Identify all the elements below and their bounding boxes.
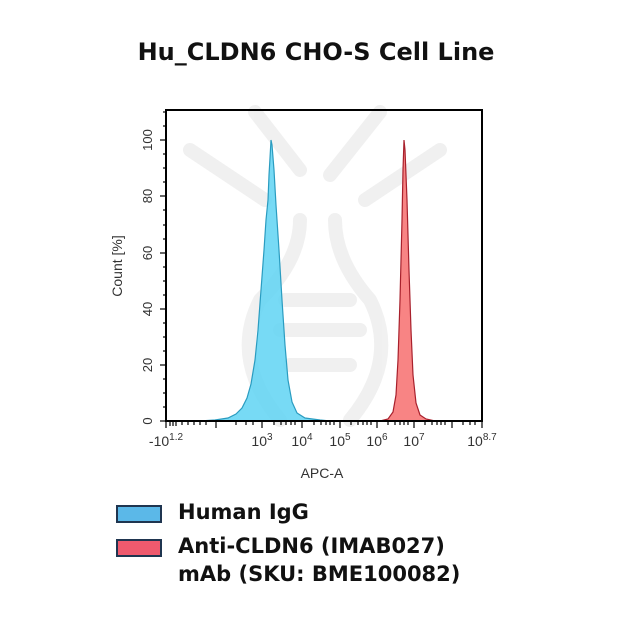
x-axis-ticks <box>165 421 483 428</box>
chart-title: Hu_CLDN6 CHO-S Cell Line <box>137 38 495 66</box>
y-tick-label: 100 <box>140 129 155 151</box>
y-tick-labels: 0 20 40 60 80 100 Count [%] <box>109 129 155 424</box>
x-tick-label: 105 <box>329 432 351 449</box>
x-tick-label: 108.7 <box>467 432 497 449</box>
x-axis-label: APC-A <box>301 465 344 481</box>
legend: Human IgG Anti-CLDN6 (IMAB027) mAb (SKU:… <box>116 498 460 594</box>
legend-swatch-red <box>116 539 162 557</box>
legend-label: Human IgG <box>178 500 309 524</box>
y-tick-label: 60 <box>140 246 155 260</box>
y-tick-label: 0 <box>140 417 155 424</box>
x-tick-label: 106 <box>366 432 388 449</box>
x-tick-labels: -101.2 103 104 105 106 107 108.7 APC-A <box>149 432 497 481</box>
x-tick-label: 107 <box>403 432 425 449</box>
y-tick-label: 80 <box>140 189 155 203</box>
legend-swatch-blue <box>116 505 162 523</box>
plot-frame <box>165 109 483 422</box>
series-human-igg-area <box>199 139 331 422</box>
x-tick-label: -101.2 <box>149 432 184 449</box>
y-tick-label: 40 <box>140 302 155 316</box>
series-anti-cldn6-area <box>379 139 436 422</box>
legend-item-anti-cldn6: Anti-CLDN6 (IMAB027) mAb (SKU: BME100082… <box>116 532 460 588</box>
y-axis-label: Count [%] <box>109 235 125 296</box>
legend-item-human-igg: Human IgG <box>116 498 460 526</box>
watermark-logo <box>183 105 447 427</box>
legend-label: Anti-CLDN6 (IMAB027) mAb (SKU: BME100082… <box>178 534 461 586</box>
x-tick-label: 103 <box>251 432 273 449</box>
x-tick-label: 104 <box>291 432 313 449</box>
y-axis-ticks <box>160 111 166 422</box>
y-tick-label: 20 <box>140 358 155 372</box>
